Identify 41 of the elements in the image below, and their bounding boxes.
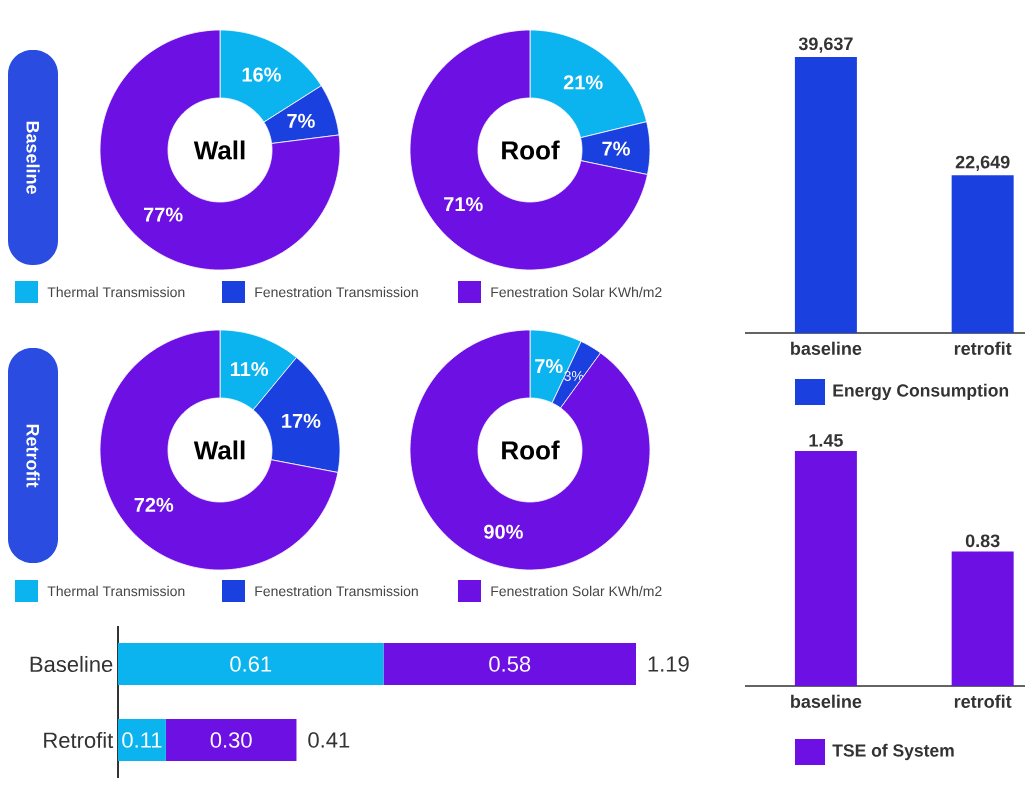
data-label: 0.83: [965, 534, 1000, 548]
bar: [118, 643, 384, 685]
legend-label: Fenestration Transmission: [255, 585, 418, 597]
legend-label: TSE of System: [832, 743, 954, 761]
data-label: 21%: [563, 75, 603, 90]
data-label: 0.58: [489, 656, 531, 672]
bar: [383, 643, 636, 685]
data-label: 72%: [134, 497, 174, 512]
legend-label: Thermal Transmission: [47, 286, 185, 298]
text: Roof: [502, 440, 560, 460]
data-label: 0.30: [210, 732, 252, 748]
data-label: 77%: [143, 207, 183, 222]
legend-label: Fenestration Solar KWh/m2: [491, 585, 662, 597]
total-label: 1.19: [648, 656, 689, 672]
data-label: 0.11: [122, 732, 162, 748]
data-label: 7%: [287, 113, 315, 128]
data-label: 7%: [535, 359, 563, 374]
x-tick-label: retrofit: [954, 341, 1012, 355]
total-label: 0.41: [308, 732, 350, 748]
x-tick-label: baseline: [791, 694, 862, 708]
legend-label: Fenestration Transmission: [255, 286, 418, 298]
data-label: 71%: [444, 197, 483, 212]
data-label: 22,649: [955, 155, 1010, 172]
text: Wall: [193, 440, 245, 460]
x-tick-label: baseline: [791, 341, 862, 355]
data-label: 39,637: [798, 37, 853, 53]
data-label: 1.45: [809, 434, 843, 447]
data-label: 11%: [230, 362, 269, 377]
data-label: 0.61: [230, 656, 272, 672]
x-tick-label: retrofit: [954, 694, 1012, 708]
legend-label: Energy Consumption: [833, 383, 1009, 401]
legend-label: Thermal Transmission: [47, 585, 185, 597]
bar: [118, 718, 166, 761]
bar: [165, 718, 297, 761]
data-label: 17%: [282, 413, 321, 428]
text: Roof: [502, 140, 560, 160]
text: Wall: [193, 140, 245, 160]
data-label: 7%: [602, 141, 630, 156]
legend-label: Fenestration Solar KWh/m2: [491, 286, 662, 298]
data-label: 16%: [242, 67, 281, 82]
data-label: 90%: [484, 524, 523, 539]
